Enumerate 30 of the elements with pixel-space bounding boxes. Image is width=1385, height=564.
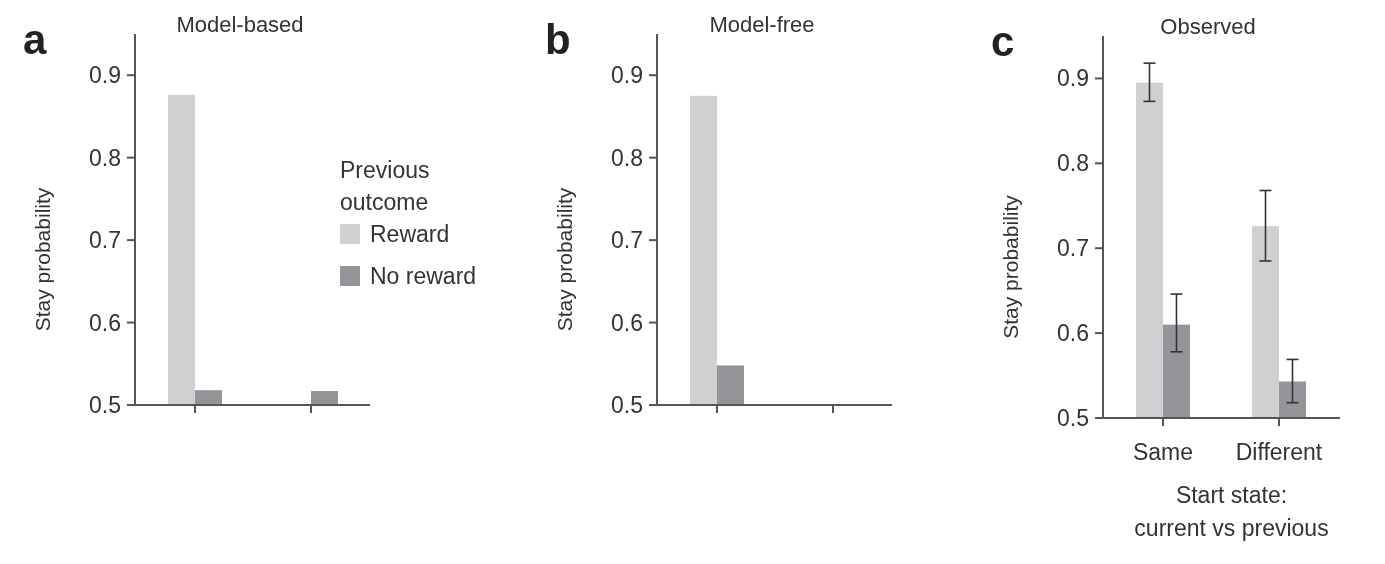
y-tick-label: 0.5 <box>89 392 121 419</box>
text: a <box>23 16 47 63</box>
y-tick-label: 0.8 <box>89 144 121 171</box>
chart-title: Model-based <box>176 11 304 37</box>
y-tick-label: 0.5 <box>1057 405 1089 432</box>
y-tick-label: 0.6 <box>1057 320 1089 347</box>
legend-label: Reward <box>370 221 450 248</box>
y-tick-label: 0.8 <box>611 144 643 171</box>
y-axis-title: Stay probability <box>31 187 54 332</box>
legend-label: No reward <box>370 263 477 290</box>
y-tick-label: 0.9 <box>1057 65 1089 92</box>
text: c <box>991 18 1015 65</box>
y-tick-label: 0.7 <box>1057 235 1089 262</box>
y-tick-label: 0.5 <box>611 392 643 419</box>
legend-title: Previous outcome <box>340 157 430 216</box>
text: b <box>545 16 571 63</box>
x-axis-title: Start state: current vs previous <box>1134 482 1329 541</box>
y-tick-label: 0.7 <box>611 227 643 254</box>
y-tick-label: 0.6 <box>611 309 643 336</box>
x-tick-label: Different <box>1235 439 1323 465</box>
y-tick-label: 0.9 <box>611 62 643 89</box>
chart-title: Model-free <box>709 11 815 37</box>
y-tick-label: 0.6 <box>89 309 121 336</box>
chart-title: Observed <box>1160 13 1256 39</box>
y-tick-label: 0.7 <box>89 227 121 254</box>
y-axis-title: Stay probability <box>999 194 1022 339</box>
y-tick-label: 0.9 <box>89 62 121 89</box>
y-tick-label: 0.8 <box>1057 150 1089 177</box>
x-tick-label: Same <box>1132 439 1194 465</box>
y-axis-title: Stay probability <box>553 187 576 332</box>
